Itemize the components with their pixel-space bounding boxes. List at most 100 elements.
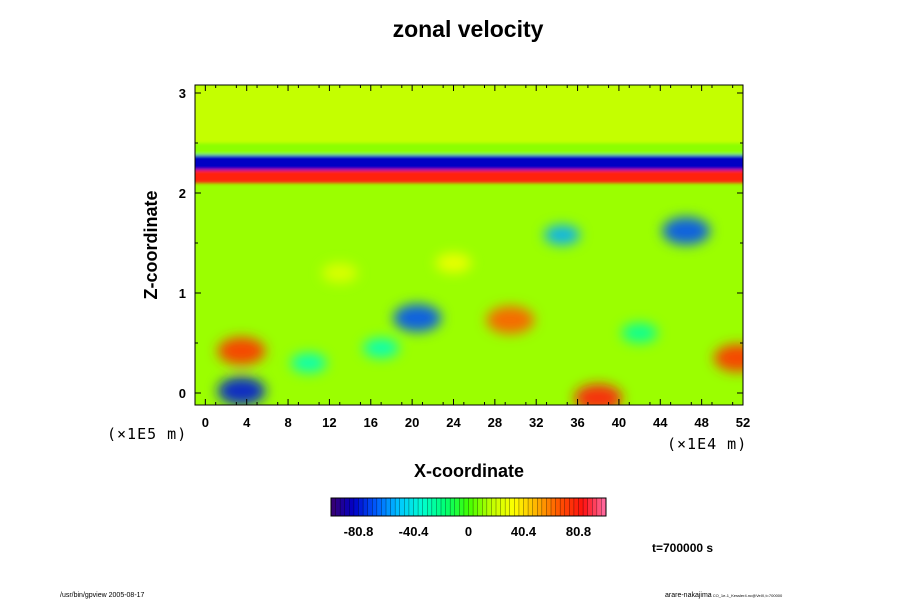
footer-right-main: arare-nakajima bbox=[665, 592, 712, 599]
colorbar-segment bbox=[454, 498, 460, 516]
colorbar-segment bbox=[459, 498, 465, 516]
colorbar-segment bbox=[331, 498, 337, 516]
colorbar-segment bbox=[528, 498, 534, 516]
colorbar-segment bbox=[592, 498, 598, 516]
x-tick-label: 48 bbox=[694, 415, 708, 430]
colorbar-tick-label: 40.4 bbox=[511, 524, 537, 539]
colorbar-tick-label: 0 bbox=[465, 524, 472, 539]
heatmap-band bbox=[195, 85, 743, 143]
x-tick-label: 20 bbox=[405, 415, 419, 430]
colorbar-segment bbox=[551, 498, 557, 516]
colorbar-segment bbox=[367, 498, 373, 516]
colorbar-segment bbox=[505, 498, 511, 516]
colorbar-segment bbox=[422, 498, 428, 516]
colorbar-frame bbox=[330, 497, 607, 517]
footer-right-small: CO_1e-1_Kessler4.nc@VelX,t=700000 bbox=[713, 593, 783, 598]
heatmap-feature bbox=[713, 344, 743, 372]
x-tick-label: 28 bbox=[488, 415, 502, 430]
y-axis: 0 1 2 3 bbox=[179, 86, 743, 401]
colorbar-segment bbox=[473, 498, 479, 516]
x-tick-label: 4 bbox=[243, 415, 251, 430]
colorbar-segment bbox=[372, 498, 378, 516]
x-tick-label: 40 bbox=[612, 415, 626, 430]
colorbar-segment bbox=[386, 498, 392, 516]
heatmap-feature bbox=[321, 263, 358, 283]
colorbar-segment bbox=[441, 498, 447, 516]
footer-left: /usr/bin/gpview 2005-08-17 bbox=[60, 592, 145, 599]
heatmap-feature bbox=[290, 353, 327, 373]
heatmap-band bbox=[195, 155, 743, 170]
colorbar-segment bbox=[340, 498, 346, 516]
heatmap-band bbox=[195, 143, 743, 155]
colorbar-segment bbox=[509, 498, 515, 516]
colorbar-segment bbox=[427, 498, 433, 516]
x-axis-title: X-coordinate bbox=[414, 461, 524, 481]
y-unit-label: (×1E5 m) bbox=[107, 425, 187, 443]
colorbar-segment bbox=[399, 498, 405, 516]
colorbar-segment bbox=[349, 498, 355, 516]
colorbar-segment bbox=[578, 498, 584, 516]
colorbar-segment bbox=[418, 498, 424, 516]
heatmap-features bbox=[217, 217, 743, 405]
x-tick-label: 0 bbox=[202, 415, 209, 430]
colorbar-segment bbox=[514, 498, 520, 516]
chart-title: zonal velocity bbox=[392, 16, 544, 42]
colorbar-segment bbox=[541, 498, 547, 516]
heatmap-feature bbox=[662, 217, 711, 245]
colorbar-segment bbox=[491, 498, 497, 516]
x-tick-label: 52 bbox=[736, 415, 750, 430]
colorbar bbox=[331, 498, 607, 516]
colorbar-segment bbox=[358, 498, 364, 516]
colorbar-segment bbox=[587, 498, 593, 516]
x-tick-label: 16 bbox=[364, 415, 378, 430]
colorbar-segment bbox=[353, 498, 359, 516]
colorbar-segment bbox=[601, 498, 607, 516]
heatmap-feature bbox=[393, 304, 442, 332]
heatmap-feature bbox=[621, 323, 658, 343]
colorbar-segment bbox=[532, 498, 538, 516]
colorbar-segment bbox=[436, 498, 442, 516]
colorbar-segment bbox=[390, 498, 396, 516]
x-axis: 0 4 8 12 16 20 24 28 32 36 40 44 48 52 bbox=[202, 85, 750, 430]
x-unit-label: (×1E4 m) bbox=[667, 435, 747, 453]
colorbar-segment bbox=[500, 498, 506, 516]
heatmap-feature bbox=[217, 337, 266, 365]
heatmap-feature bbox=[574, 384, 623, 405]
heatmap-feature bbox=[435, 253, 472, 273]
y-tick-label: 0 bbox=[179, 386, 186, 401]
colorbar-segment bbox=[381, 498, 387, 516]
colorbar-ticks: -80.8 -40.4 0 40.4 80.8 bbox=[344, 524, 591, 539]
colorbar-segment bbox=[413, 498, 419, 516]
colorbar-segment bbox=[546, 498, 552, 516]
colorbar-segment bbox=[486, 498, 492, 516]
colorbar-segment bbox=[445, 498, 451, 516]
colorbar-segment bbox=[537, 498, 543, 516]
colorbar-segment bbox=[335, 498, 341, 516]
colorbar-segment bbox=[431, 498, 437, 516]
heatmap-feature bbox=[363, 338, 400, 358]
heatmap-bands bbox=[195, 85, 743, 183]
colorbar-tick-label: 80.8 bbox=[566, 524, 591, 539]
y-axis-title: Z-coordinate bbox=[141, 190, 161, 299]
x-tick-label: 24 bbox=[446, 415, 461, 430]
colorbar-segment bbox=[569, 498, 575, 516]
heatmap-feature bbox=[217, 377, 266, 405]
x-tick-label: 8 bbox=[284, 415, 291, 430]
footer-right: arare-nakajimaCO_1e-1_Kessler4.nc@VelX,t… bbox=[665, 592, 783, 599]
colorbar-segment bbox=[376, 498, 382, 516]
colorbar-segment bbox=[463, 498, 469, 516]
plot-frame bbox=[194, 84, 744, 406]
colorbar-segment bbox=[482, 498, 488, 516]
colorbar-segment bbox=[468, 498, 474, 516]
colorbar-tick-label: -80.8 bbox=[344, 524, 374, 539]
colorbar-segment bbox=[573, 498, 579, 516]
colorbar-segment bbox=[518, 498, 524, 516]
x-tick-label: 44 bbox=[653, 415, 668, 430]
colorbar-segment bbox=[408, 498, 414, 516]
colorbar-segment bbox=[404, 498, 410, 516]
y-tick-label: 1 bbox=[179, 286, 186, 301]
heatmap-feature bbox=[544, 225, 581, 245]
colorbar-segment bbox=[564, 498, 570, 516]
y-tick-label: 2 bbox=[179, 186, 186, 201]
colorbar-segment bbox=[395, 498, 401, 516]
